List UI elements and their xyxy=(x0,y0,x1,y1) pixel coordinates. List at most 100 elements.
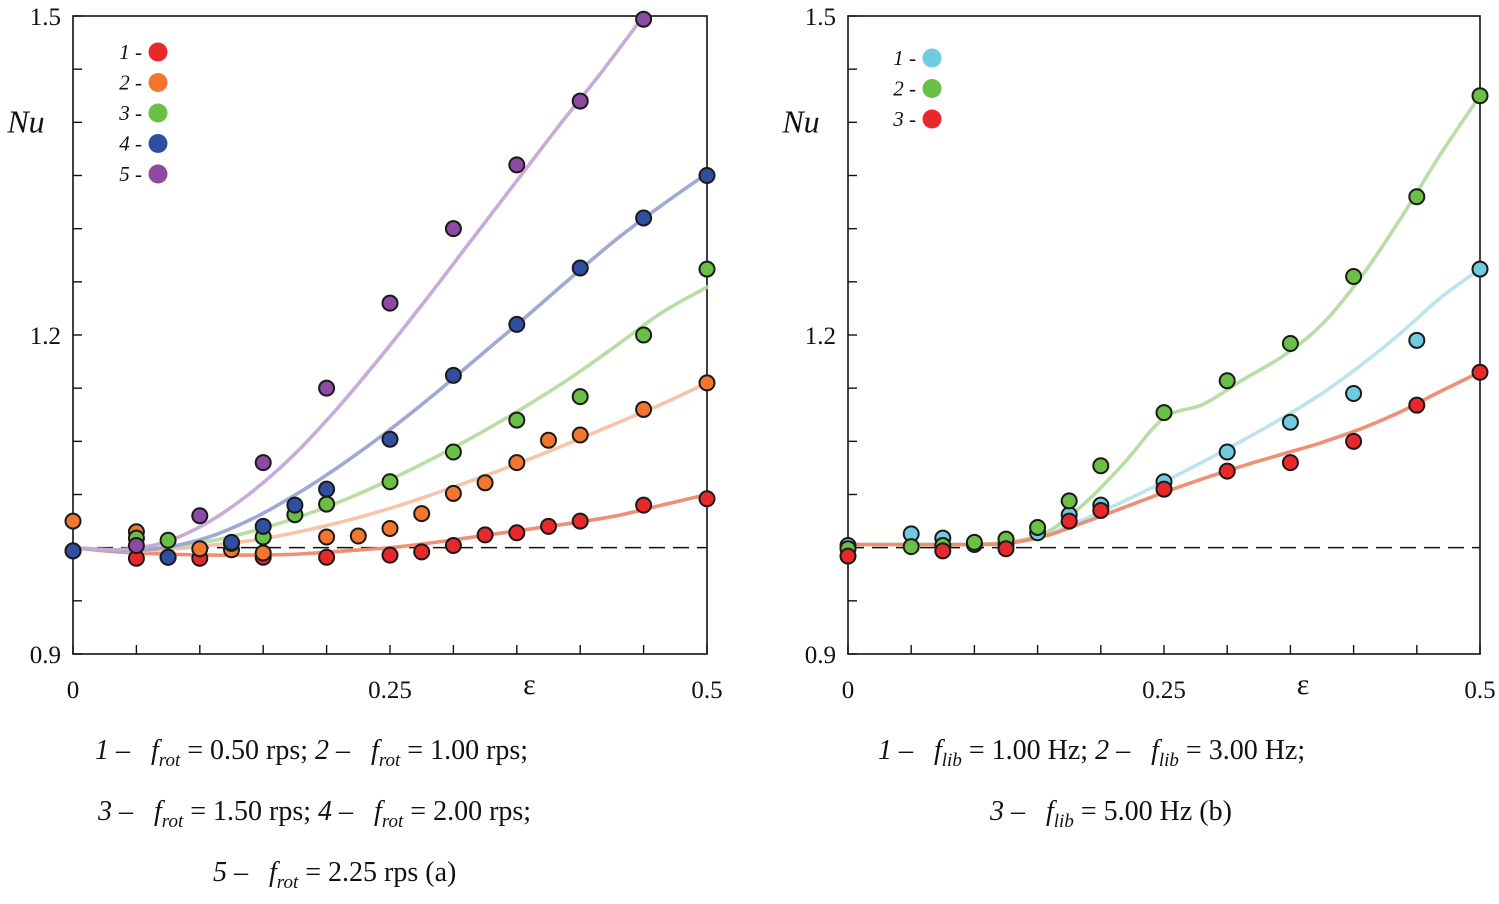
panel-a-series-1-point xyxy=(571,512,589,530)
panel-a-series-1-point xyxy=(635,496,653,514)
panel-b-series-3-point xyxy=(1155,480,1173,498)
caption-a-series-3-subscript: rot xyxy=(161,811,184,832)
panel-a-series-2-point xyxy=(540,431,557,449)
panel-b-series-3-point xyxy=(1471,363,1489,381)
panel-a-series-1-point xyxy=(318,548,336,566)
panel-b-series-2-point xyxy=(1029,518,1047,536)
caption-a-series-5-subscript: rot xyxy=(276,872,299,893)
panel-a-series-5-point xyxy=(381,294,399,312)
panel-a-series-4-point xyxy=(318,480,336,498)
panel-a-series-1-point xyxy=(508,524,526,542)
panel-a-legend-label-1: 1 - xyxy=(119,40,142,64)
panel-b-series-3-point xyxy=(839,547,857,565)
caption-a-series-1-symbol: f xyxy=(151,735,159,766)
panel-a-series-3-point xyxy=(635,326,653,344)
panel-b-legend-marker-2 xyxy=(922,79,942,98)
panel-a-y-axis-label: Nu xyxy=(6,103,44,139)
caption-a-series-5-number: 5 – xyxy=(213,857,248,888)
panel-b-series-2-point xyxy=(1471,87,1489,105)
panel-a-series-4-point xyxy=(381,430,399,448)
caption-b-series-1-symbol: f xyxy=(934,735,942,766)
panel-b-series-2-point xyxy=(965,533,983,551)
panel-b-series-3-point xyxy=(934,542,952,560)
panel-a-series-1-point xyxy=(476,526,494,544)
caption-a-series-2-value: = 1.00 rps; xyxy=(407,735,529,766)
panel-b-x-tick-label: 0.5 xyxy=(1464,677,1495,704)
caption-b-series-3-value: = 5.00 Hz (b) xyxy=(1080,796,1232,827)
caption-b-line-1: 1 – flib = 1.00 Hz; 2 – flib = 3.00 Hz; xyxy=(878,735,1305,772)
panel-a-series-5-point xyxy=(508,156,526,174)
panel-a-legend-label-3: 3 - xyxy=(118,101,142,125)
caption-b-series-3-number: 3 – xyxy=(990,796,1025,827)
panel-a-series-5-point xyxy=(571,92,589,110)
panel-a-legend-marker-5 xyxy=(148,164,168,184)
panel-a-series-3-point xyxy=(571,388,589,406)
caption-b-series-1-subscript: lib xyxy=(941,750,962,771)
panel-a-series-1-point xyxy=(444,537,462,555)
panel-a-series-2-point xyxy=(413,505,431,523)
panel-a-series-3-curve xyxy=(71,285,709,552)
panel-a-series-3-point xyxy=(318,495,336,513)
caption-b-series-1-number: 1 – xyxy=(878,735,913,766)
panel-a-series-3-point xyxy=(159,531,177,549)
panel-b-series-1-point xyxy=(1281,413,1299,431)
panel-a-series-5-point xyxy=(318,379,336,397)
panel-a-series-3-point xyxy=(698,260,716,278)
caption-a-series-4-value: = 2.00 rps; xyxy=(410,796,532,827)
panel-b-series-3-point xyxy=(1281,454,1299,472)
panel-b-series-3-curve xyxy=(846,370,1482,547)
panel-b-y-tick-label: 1.2 xyxy=(805,323,836,350)
caption-a-series-4-symbol: f xyxy=(374,796,382,827)
panel-b-y-tick-label: 1.5 xyxy=(805,4,836,31)
panel-a-series-2-point xyxy=(698,374,716,392)
panel-a-series-5-point xyxy=(254,454,272,472)
panel-b-series-2-point xyxy=(902,538,920,556)
chart-panel-a: 0 0.25 0.5 0.9 1.2 1.5 ε Nu 1 - 2 - 3 - 4 - 5 - xyxy=(6,4,722,704)
panel-a-x-tick-label: 0 xyxy=(67,677,80,704)
panel-b-series-2-point xyxy=(1155,404,1173,422)
panel-b-series-2-point xyxy=(1218,372,1236,390)
panel-b-series-3-point xyxy=(1060,512,1078,530)
panel-b-series-1-point xyxy=(1408,331,1426,349)
panel-b-series-3-point xyxy=(1345,432,1363,450)
panel-b-x-axis-label: ε xyxy=(1297,668,1310,701)
panel-b-series-2-point xyxy=(1345,268,1363,286)
panel-a-series-2-curve xyxy=(71,381,709,553)
panel-a-series-4-curve xyxy=(71,171,709,553)
caption-a-series-5-value: = 2.25 rps (a) xyxy=(305,857,457,888)
panel-a-series-3-point xyxy=(381,473,399,491)
panel-a-y-tick-label: 0.9 xyxy=(30,642,61,669)
caption-a-line-3: 5 – frot = 2.25 rps (a) xyxy=(213,857,456,894)
caption-a-series-2-symbol: f xyxy=(371,735,379,766)
panel-a-legend-label-5: 5 - xyxy=(119,162,142,186)
panel-a-series-2-point xyxy=(635,400,653,418)
panel-b-series-2-point xyxy=(1281,335,1299,353)
panel-a-x-tick-label: 0.5 xyxy=(691,677,722,704)
panel-a-legend-label-2: 2 - xyxy=(119,71,142,95)
panel-a-series-5-point xyxy=(444,220,462,238)
caption-b-series-2-value: = 3.00 Hz; xyxy=(1185,735,1306,766)
panel-a-series-1-point xyxy=(698,490,716,508)
panel-a-series-2-point xyxy=(318,528,336,546)
panel-a-x-tick-label: 0.25 xyxy=(368,677,412,704)
caption-a-series-1-number: 1 – xyxy=(95,735,130,766)
panel-b-legend-marker-3 xyxy=(922,109,942,129)
caption-a-series-2-subscript: rot xyxy=(378,750,401,771)
panel-a-series-2-point xyxy=(571,426,589,444)
panel-a-y-tick-label: 1.5 xyxy=(30,4,61,31)
panel-a-series-4-point xyxy=(698,167,716,184)
panel-a-series-2-point xyxy=(349,527,367,545)
panel-a-series-2-point xyxy=(191,540,209,558)
panel-b-legend-label-1: 1 - xyxy=(893,46,916,70)
panel-b-series-2-point xyxy=(1092,457,1110,475)
caption-b-line-2: 3 – flib = 5.00 Hz (b) xyxy=(990,796,1232,833)
panel-a-series-4-point xyxy=(635,209,653,227)
panel-b-series-3-point xyxy=(1408,396,1426,414)
panel-b-x-tick-label: 0 xyxy=(842,677,855,704)
panel-b-legend-label-2: 2 - xyxy=(893,77,916,101)
panel-b-series-2-point xyxy=(1408,188,1426,206)
panel-a-series-4-point xyxy=(571,259,589,277)
panel-a-series-1-point xyxy=(413,543,431,561)
panel-a-series-4-point xyxy=(223,533,240,551)
